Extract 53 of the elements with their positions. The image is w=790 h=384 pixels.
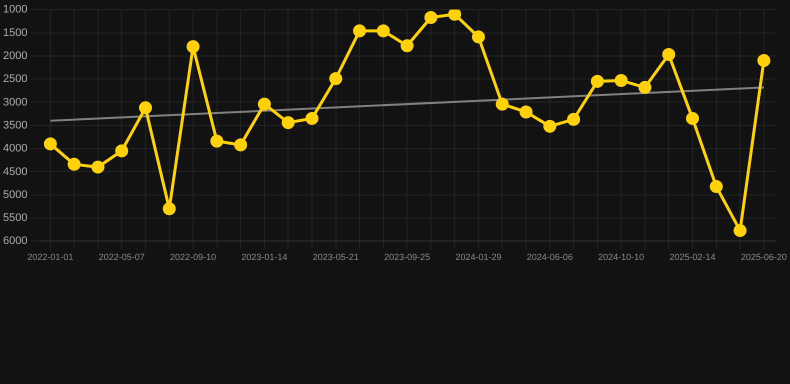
x-tick-label: 2024-10-10: [598, 252, 644, 262]
x-tick-label: 2023-05-21: [312, 252, 359, 262]
point: [138, 101, 152, 114]
y-tick-label: 1500: [2, 26, 28, 39]
point: [305, 112, 318, 125]
x-tick-label: 2023-09-25: [384, 252, 430, 262]
x-tick-label: 2022-01-01: [27, 252, 74, 262]
point: [91, 160, 104, 174]
point: [590, 74, 604, 88]
point: [115, 144, 128, 158]
x-tick-label: 2024-06-06: [526, 252, 573, 262]
x-tick-label: 2025-02-14: [669, 252, 716, 262]
y-tick-label: 5500: [2, 212, 28, 224]
y-tick-label: 1000: [2, 4, 28, 16]
point: [520, 105, 533, 118]
x-tick-label: 2025-06-20: [740, 252, 787, 262]
point: [162, 202, 176, 216]
point: [710, 180, 723, 194]
point: [329, 72, 342, 86]
point: [638, 80, 652, 94]
point: [400, 39, 414, 52]
point: [662, 48, 676, 62]
x-tick-label: 2022-05-07: [98, 252, 145, 262]
x-tick-label: 2022-09-10: [170, 252, 216, 262]
y-tick-label: 4500: [2, 166, 28, 178]
point: [543, 120, 556, 133]
point: [376, 24, 390, 38]
y-tick-label: 3000: [2, 96, 28, 108]
point: [186, 40, 200, 54]
y-tick-label: 6000: [2, 235, 28, 248]
y-tick-label: 4000: [2, 142, 28, 155]
point: [234, 138, 248, 152]
point: [353, 24, 366, 38]
point: [448, 10, 462, 21]
y-tick-label: 2500: [2, 73, 28, 86]
point: [734, 224, 747, 238]
y-tick-label: 5000: [2, 188, 28, 201]
point: [210, 134, 224, 148]
point: [68, 158, 81, 171]
point: [686, 112, 700, 125]
y-tick-label: 2000: [2, 50, 28, 62]
y-tick-label: 3500: [2, 119, 28, 132]
point: [614, 74, 628, 87]
point: [757, 54, 770, 68]
point: [496, 98, 509, 111]
point: [44, 137, 57, 150]
point: [258, 98, 271, 111]
point: [282, 116, 295, 130]
point: [424, 10, 438, 24]
x-tick-label: 2023-01-14: [241, 252, 288, 262]
point: [567, 112, 580, 126]
x-tick-label: 2024-01-29: [455, 252, 502, 262]
point: [472, 30, 485, 44]
